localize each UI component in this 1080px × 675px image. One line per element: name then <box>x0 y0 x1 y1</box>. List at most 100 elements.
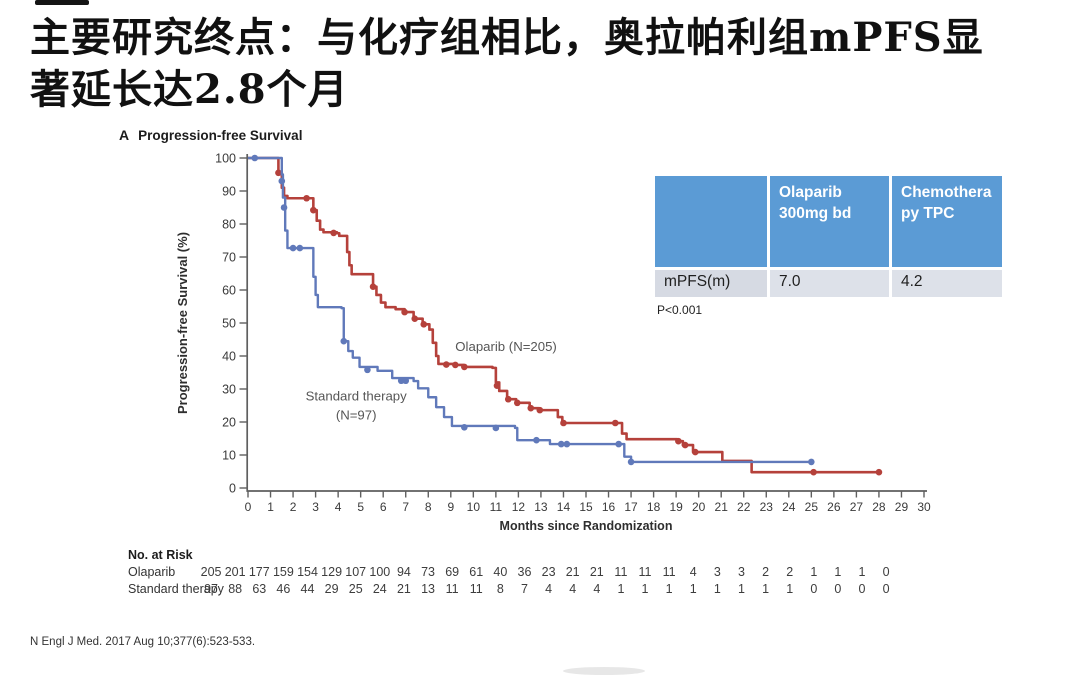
slide-title-line-1: 主要研究终点：与化疗组相比，奥拉帕利组mPFS显 <box>30 14 984 61</box>
risk-count: 69 <box>445 565 460 579</box>
risk-count: 3 <box>713 565 721 579</box>
risk-count: 205 <box>200 565 222 579</box>
axis-lines <box>246 154 927 492</box>
censor-mark <box>310 206 317 214</box>
x-tick-label: 29 <box>895 500 909 514</box>
x-tick-label: 8 <box>425 500 432 514</box>
y-tick-label: 70 <box>222 251 236 265</box>
risk-count: 107 <box>345 565 367 579</box>
risk-count: 24 <box>372 582 387 596</box>
x-tick-label: 26 <box>827 500 841 514</box>
y-tick-label: 80 <box>222 218 236 232</box>
risk-count: 1 <box>665 582 673 596</box>
censor-mark <box>627 458 635 466</box>
risk-count: 40 <box>493 565 508 579</box>
censor-mark <box>251 154 259 162</box>
x-tick-label: 6 <box>380 500 387 514</box>
censor-mark <box>611 419 619 427</box>
risk-count: 4 <box>569 582 577 596</box>
risk-count: 11 <box>445 582 459 596</box>
risk-row-label-olaparib: Olaparib <box>128 565 176 579</box>
risk-count: 44 <box>300 582 315 596</box>
risk-row-label-standard: Standard therapy <box>128 582 224 596</box>
risk-count: 88 <box>228 582 243 596</box>
curve-label: (N=97) <box>336 408 377 423</box>
risk-count: 100 <box>369 565 391 579</box>
summary-header-empty <box>655 176 767 267</box>
risk-count: 23 <box>541 565 556 579</box>
curve-label: Olaparib (N=205) <box>455 339 557 354</box>
risk-count: 201 <box>224 565 246 579</box>
x-tick-label: 5 <box>357 500 364 514</box>
risk-count: 0 <box>882 582 890 596</box>
risk-count: 11 <box>469 582 483 596</box>
x-tick-label: 24 <box>782 500 796 514</box>
censor-mark <box>808 458 815 466</box>
censor-mark <box>296 244 304 252</box>
censor-mark <box>675 437 682 445</box>
x-tick-label: 11 <box>490 500 503 514</box>
censor-mark <box>330 229 337 237</box>
x-axis-title: Months since Randomization <box>500 519 673 533</box>
figure-panel-header: A Progression-free Survival <box>119 127 302 143</box>
risk-count: 129 <box>321 565 343 579</box>
risk-count: 0 <box>858 582 866 596</box>
x-tick-label: 0 <box>245 500 252 514</box>
risk-count: 4 <box>545 582 553 596</box>
censor-mark <box>504 395 512 403</box>
risk-count: 1 <box>834 565 842 579</box>
risk-count: 1 <box>689 582 697 596</box>
risk-count: 1 <box>641 582 649 596</box>
risk-count: 3 <box>737 565 745 579</box>
panel-letter: A <box>119 127 130 143</box>
censor-mark <box>691 448 699 456</box>
x-tick-label: 19 <box>669 500 683 514</box>
citation: N Engl J Med. 2017 Aug 10;377(6):523-533… <box>30 636 256 648</box>
censor-mark <box>364 366 371 374</box>
summary-value-chemotherapy: 4.2 <box>892 270 1002 297</box>
x-tick-label: 22 <box>737 500 751 514</box>
censor-mark <box>536 406 544 414</box>
risk-count: 1 <box>786 582 794 596</box>
x-tick-label: 25 <box>805 500 819 514</box>
y-tick-label: 0 <box>229 482 236 496</box>
censor-mark <box>278 177 286 185</box>
risk-count: 1 <box>617 582 625 596</box>
risk-counts-olaparib: 205 201 177 159 154 129 107 100 94 73 69 61 40 36 23 21… <box>199 565 898 579</box>
x-tick-label: 14 <box>557 500 571 514</box>
risk-count: 11 <box>614 565 628 579</box>
risk-count: 46 <box>276 582 291 596</box>
risk-count: 1 <box>762 582 770 596</box>
x-tick-label: 10 <box>467 500 481 514</box>
risk-count: 11 <box>662 565 676 579</box>
panel-title: Progression-free Survival <box>138 128 303 143</box>
x-tick-label: 21 <box>715 500 729 514</box>
risk-count: 0 <box>882 565 890 579</box>
summary-header-olaparib: Olaparib 300mg bd <box>770 176 889 267</box>
y-tick-label: 30 <box>222 383 236 397</box>
risk-count: 63 <box>252 582 267 596</box>
risk-count: 29 <box>324 582 339 596</box>
x-tick-label: 7 <box>402 500 409 514</box>
risk-count: 2 <box>762 565 770 579</box>
censor-mark <box>369 283 377 291</box>
censor-mark <box>461 363 468 371</box>
risk-count: 1 <box>713 582 721 596</box>
censor-mark <box>289 244 297 252</box>
censor-mark <box>303 194 310 202</box>
x-tick-label: 20 <box>692 500 706 514</box>
x-tick-label: 4 <box>335 500 342 514</box>
censor-mark <box>527 404 535 412</box>
risk-count: 21 <box>396 582 411 596</box>
censor-mark <box>402 377 410 385</box>
crop-artifact-top <box>35 0 89 5</box>
risk-count: 13 <box>421 582 435 596</box>
x-tick-label: 12 <box>512 500 526 514</box>
censor-mark <box>275 169 282 177</box>
censor-mark <box>411 315 419 323</box>
risk-count: 1 <box>810 565 818 579</box>
x-tick-label: 30 <box>917 500 931 514</box>
y-tick-label: 10 <box>222 449 236 463</box>
risk-count: 36 <box>517 565 532 579</box>
